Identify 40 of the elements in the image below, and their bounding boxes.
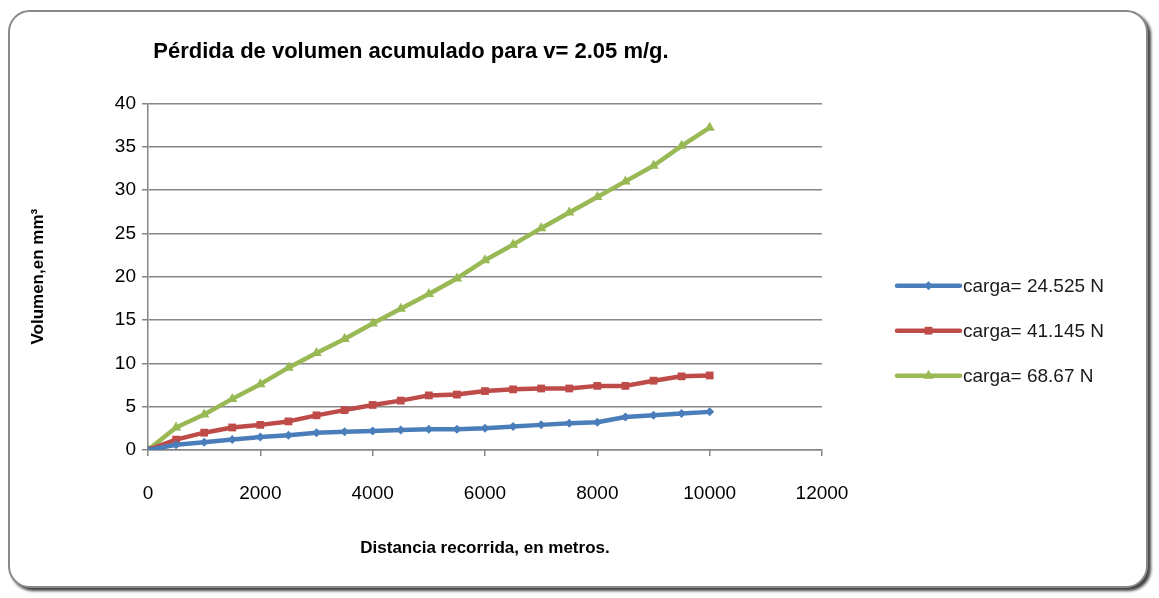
x-tick-label: 12000	[795, 481, 849, 503]
point	[228, 423, 237, 432]
y-tick-label: 20	[114, 264, 136, 286]
point	[396, 396, 405, 405]
y-tick-label: 5	[125, 394, 136, 416]
y-tick-label: 30	[114, 178, 136, 200]
legend-label: carga= 41.145 N	[963, 319, 1105, 341]
point	[565, 384, 574, 393]
point	[453, 390, 461, 399]
point	[621, 381, 630, 390]
legend-label: carga= 68.67 N	[963, 364, 1094, 386]
y-tick-label: 40	[114, 91, 136, 113]
legend-label: carga= 24.525 N	[963, 274, 1105, 296]
point	[312, 411, 321, 420]
point	[677, 372, 686, 381]
point	[537, 384, 546, 393]
point	[649, 376, 658, 385]
y-tick-label: 0	[125, 438, 136, 460]
chart-title: Pérdida de volumen acumulado para v= 2.05 m/g.	[153, 38, 669, 64]
point	[705, 371, 714, 380]
y-axis-title: Volumen,en mm³	[27, 208, 47, 345]
x-tick-label: 8000	[576, 481, 619, 503]
point	[368, 401, 377, 409]
x-tick-label: 0	[142, 481, 154, 503]
point	[509, 385, 517, 394]
x-tick-label: 6000	[463, 481, 507, 503]
point	[340, 406, 349, 415]
y-tick-label: 15	[114, 308, 136, 330]
x-axis-title: Distancia recorrida, en metros.	[360, 538, 610, 558]
point	[481, 387, 489, 395]
x-tick-label: 2000	[239, 481, 282, 503]
y-tick-label: 10	[114, 351, 136, 373]
point	[200, 428, 209, 437]
x-tick-label: 4000	[351, 481, 394, 503]
point	[256, 420, 265, 429]
y-tick-label: 35	[114, 134, 136, 156]
point	[424, 391, 433, 400]
x-tick-label: 10000	[683, 481, 737, 503]
y-tick-label: 25	[114, 221, 136, 243]
point	[593, 381, 602, 390]
